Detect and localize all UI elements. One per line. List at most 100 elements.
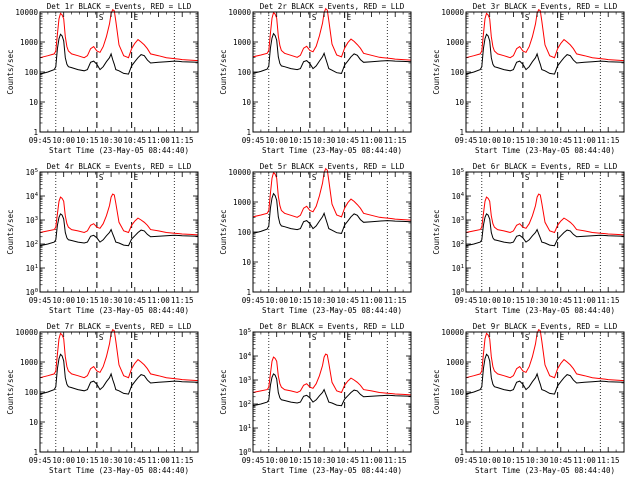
x-tick-label: 10:00 bbox=[478, 296, 501, 305]
series-line-lld bbox=[252, 7, 412, 61]
x-tick-label: 10:45 bbox=[550, 136, 573, 145]
x-tick-label: 10:15 bbox=[289, 456, 312, 465]
x-tick-label: 10:00 bbox=[52, 296, 75, 305]
y-tick-label: 1000 bbox=[20, 358, 39, 367]
y-tick-label: 100 bbox=[26, 288, 38, 297]
panel-title: Det 8r BLACK = Events, RED = LLD bbox=[260, 322, 405, 331]
x-tick-label: 09:45 bbox=[242, 136, 265, 145]
y-tick-label: 10000 bbox=[228, 8, 251, 17]
y-tick-label: 104 bbox=[239, 352, 252, 361]
series-line-events bbox=[252, 373, 412, 407]
y-axis-label: Counts/sec bbox=[432, 49, 441, 94]
y-tick-label: 1 bbox=[33, 128, 38, 137]
y-axis-label: Counts/sec bbox=[219, 209, 228, 254]
x-tick-label: 11:15 bbox=[597, 456, 620, 465]
y-tick-label: 10 bbox=[29, 98, 39, 107]
x-tick-label: 10:30 bbox=[100, 456, 123, 465]
y-tick-label: 10 bbox=[242, 258, 252, 267]
x-tick-label: 10:15 bbox=[289, 136, 312, 145]
y-tick-label: 10000 bbox=[441, 8, 464, 17]
x-tick-label: 10:00 bbox=[265, 136, 288, 145]
y-tick-label: 103 bbox=[452, 216, 464, 225]
y-tick-label: 1000 bbox=[233, 38, 252, 47]
x-axis-label: Start Time (23-May-05 08:44:40) bbox=[475, 306, 615, 315]
series-line-events bbox=[39, 353, 199, 395]
x-tick-label: 10:45 bbox=[124, 296, 147, 305]
chart-panel-8: Det 8r BLACK = Events, RED = LLD S E 100 101… bbox=[219, 322, 412, 475]
y-tick-label: 105 bbox=[26, 168, 38, 177]
panel-title: Det 1r BLACK = Events, RED = LLD bbox=[47, 2, 192, 11]
y-tick-label: 1000 bbox=[446, 38, 465, 47]
x-tick-label: 10:45 bbox=[337, 296, 360, 305]
x-tick-label: 10:30 bbox=[526, 456, 549, 465]
chart-panel-3: Det 3r BLACK = Events, RED = LLD S E 1 10 100… bbox=[432, 2, 625, 155]
marker-label-e: E bbox=[560, 333, 565, 342]
marker-label-e: E bbox=[134, 333, 139, 342]
y-tick-label: 1 bbox=[459, 448, 464, 457]
chart-panel-4: Det 4r BLACK = Events, RED = LLD S E 100 101… bbox=[6, 162, 199, 315]
x-tick-label: 11:00 bbox=[147, 296, 170, 305]
x-tick-label: 10:30 bbox=[100, 296, 123, 305]
y-tick-label: 1000 bbox=[233, 198, 252, 207]
y-tick-label: 102 bbox=[452, 240, 464, 249]
x-tick-label: 10:30 bbox=[100, 136, 123, 145]
x-tick-label: 11:00 bbox=[147, 456, 170, 465]
x-tick-label: 10:00 bbox=[265, 296, 288, 305]
series-line-events bbox=[252, 32, 412, 74]
y-tick-label: 101 bbox=[452, 264, 464, 273]
x-tick-label: 11:00 bbox=[573, 136, 596, 145]
x-tick-label: 10:45 bbox=[124, 456, 147, 465]
y-tick-label: 105 bbox=[452, 168, 464, 177]
y-tick-label: 1 bbox=[246, 128, 251, 137]
x-tick-label: 10:00 bbox=[52, 456, 75, 465]
y-tick-label: 100 bbox=[239, 448, 251, 457]
y-axis-label: Counts/sec bbox=[6, 49, 15, 94]
x-axis-label: Start Time (23-May-05 08:44:40) bbox=[49, 306, 189, 315]
y-axis-label: Counts/sec bbox=[6, 369, 15, 414]
y-tick-label: 1 bbox=[246, 288, 251, 297]
series-line-lld bbox=[252, 167, 412, 221]
x-tick-label: 11:15 bbox=[597, 296, 620, 305]
x-tick-label: 10:15 bbox=[289, 296, 312, 305]
x-tick-label: 11:15 bbox=[384, 456, 407, 465]
x-tick-label: 09:45 bbox=[29, 456, 52, 465]
x-tick-label: 11:00 bbox=[360, 136, 383, 145]
y-axis-label: Counts/sec bbox=[219, 49, 228, 94]
x-tick-label: 10:15 bbox=[502, 296, 525, 305]
y-axis-label: Counts/sec bbox=[219, 369, 228, 414]
panel-title: Det 6r BLACK = Events, RED = LLD bbox=[473, 162, 618, 171]
series-line-lld bbox=[252, 353, 412, 396]
y-tick-label: 10 bbox=[242, 98, 252, 107]
x-tick-label: 09:45 bbox=[29, 296, 52, 305]
y-tick-label: 1 bbox=[33, 448, 38, 457]
marker-label-s: S bbox=[99, 333, 104, 342]
marker-label-e: E bbox=[134, 173, 139, 182]
x-tick-label: 10:45 bbox=[124, 136, 147, 145]
y-tick-label: 1000 bbox=[446, 358, 465, 367]
y-tick-label: 104 bbox=[452, 192, 465, 201]
x-axis-label: Start Time (23-May-05 08:44:40) bbox=[475, 466, 615, 475]
y-tick-label: 101 bbox=[239, 424, 251, 433]
series-line-events bbox=[465, 213, 625, 247]
series-line-events bbox=[39, 33, 199, 75]
x-tick-label: 10:45 bbox=[337, 456, 360, 465]
panel-title: Det 9r BLACK = Events, RED = LLD bbox=[473, 322, 618, 331]
x-axis-label: Start Time (23-May-05 08:44:40) bbox=[49, 466, 189, 475]
x-tick-label: 10:15 bbox=[76, 136, 99, 145]
series-line-lld bbox=[39, 193, 199, 236]
y-axis-label: Counts/sec bbox=[432, 369, 441, 414]
x-tick-label: 11:15 bbox=[597, 136, 620, 145]
x-axis-label: Start Time (23-May-05 08:44:40) bbox=[475, 146, 615, 155]
marker-label-s: S bbox=[99, 13, 104, 22]
series-line-events bbox=[465, 353, 625, 395]
x-tick-label: 10:00 bbox=[52, 136, 75, 145]
x-tick-label: 10:00 bbox=[265, 456, 288, 465]
series-line-lld bbox=[465, 328, 625, 382]
panel-title: Det 3r BLACK = Events, RED = LLD bbox=[473, 2, 618, 11]
x-tick-label: 10:45 bbox=[550, 296, 573, 305]
y-tick-label: 103 bbox=[239, 376, 251, 385]
x-tick-label: 09:45 bbox=[242, 456, 265, 465]
x-tick-label: 11:00 bbox=[360, 296, 383, 305]
series-line-lld bbox=[39, 8, 199, 62]
